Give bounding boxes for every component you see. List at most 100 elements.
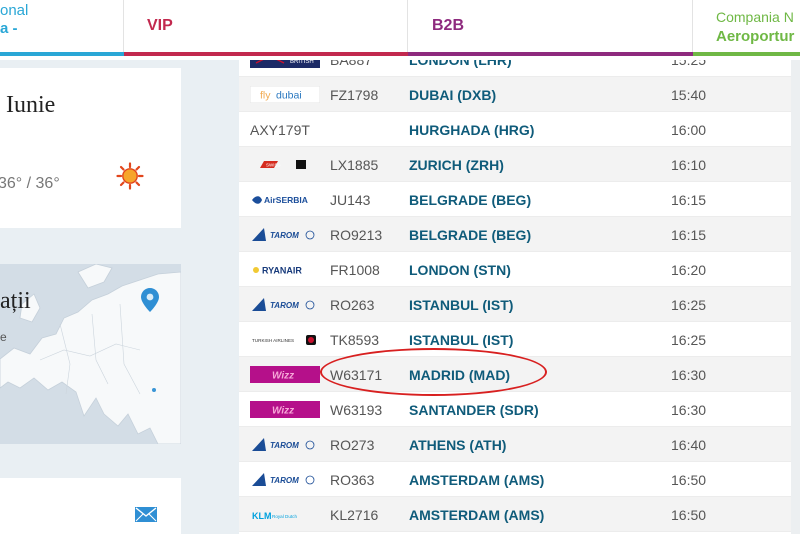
flight-code: TK8593 <box>330 332 380 348</box>
weather-temperature: 36° / 36° <box>0 175 60 192</box>
flight-destination: LONDON (STN) <box>409 262 511 278</box>
airline-logo-icon: TAROM <box>252 473 315 486</box>
flight-destination: HURGHADA (HRG) <box>409 122 535 138</box>
flight-code: KL2716 <box>330 507 379 523</box>
weather-date: Iunie <box>6 92 56 118</box>
flight-destination: DUBAI (DXB) <box>409 87 497 103</box>
svg-text:RYANAIR: RYANAIR <box>262 266 302 276</box>
nav-underline <box>408 52 693 56</box>
svg-text:KLM: KLM <box>252 511 272 521</box>
svg-text:BRITISH: BRITISH <box>290 59 314 65</box>
svg-text:AirSERBIA: AirSERBIA <box>264 195 308 205</box>
flight-time: 16:25 <box>671 297 707 313</box>
svg-text:Royal Dutch: Royal Dutch <box>272 514 297 519</box>
nav-item-vip[interactable]: VIP <box>124 0 408 56</box>
top-navigation: onal a - VIP B2B Compania N Aeroportur <box>0 0 800 60</box>
airline-logo-icon: TAROM <box>252 228 315 241</box>
sun-icon <box>116 162 144 190</box>
map-subtitle: e <box>0 330 7 344</box>
flight-code: AXY179T <box>250 122 310 138</box>
svg-text:fly: fly <box>260 90 271 102</box>
airline-logo-icon: AirSERBIA <box>252 195 308 205</box>
flight-destination: ISTANBUL (IST) <box>409 332 514 348</box>
flight-destination: ZURICH (ZRH) <box>409 157 504 173</box>
flight-destination: AMSTERDAM (AMS) <box>409 507 545 523</box>
nav-underline <box>0 52 124 56</box>
flight-row[interactable]: TURKISH AIRLINES TK8593 ISTANBUL (IST) 16:2… <box>239 322 800 357</box>
contact-card <box>0 478 181 534</box>
svg-text:dubai: dubai <box>276 90 302 102</box>
flight-code: RO273 <box>330 437 375 453</box>
flight-code: JU143 <box>330 192 371 208</box>
highlight-ellipse <box>320 348 547 396</box>
flight-code: FR1008 <box>330 262 380 278</box>
flight-time: 16:50 <box>671 507 707 523</box>
flight-time: 16:25 <box>671 332 707 348</box>
flight-code: LX1885 <box>330 157 379 173</box>
flight-time: 15:40 <box>671 87 707 103</box>
airline-logo-icon: KLM Royal Dutch <box>252 511 297 521</box>
nav-item-national-line1: onal <box>0 2 29 19</box>
flight-time: 16:40 <box>671 437 707 453</box>
mail-icon[interactable] <box>135 507 157 522</box>
nav-item-company[interactable]: Compania N Aeroportur <box>693 0 800 56</box>
airline-logo-icon: Wizz <box>250 366 320 383</box>
flight-destination: ISTANBUL (IST) <box>409 297 514 313</box>
flight-time: 16:50 <box>671 472 707 488</box>
svg-text:SWISS: SWISS <box>266 163 281 168</box>
flight-code: RO9213 <box>330 227 383 243</box>
nav-item-national-line2: a - <box>0 20 18 37</box>
map-title: ații <box>0 288 31 314</box>
flight-destination: BELGRADE (BEG) <box>409 227 532 243</box>
svg-text:TAROM: TAROM <box>270 231 299 240</box>
flight-destination: AMSTERDAM (AMS) <box>409 472 545 488</box>
nav-item-national[interactable]: onal a - <box>0 0 124 56</box>
svg-text:TAROM: TAROM <box>270 301 299 310</box>
flight-time: 16:15 <box>671 227 707 243</box>
svg-text:TAROM: TAROM <box>270 476 299 485</box>
map-pin-icon[interactable] <box>141 288 159 312</box>
nav-item-b2b-label: B2B <box>432 17 465 34</box>
nav-underline <box>124 52 408 56</box>
flight-time: 16:30 <box>671 402 707 418</box>
airline-logo-icon: RYANAIR <box>253 266 302 276</box>
svg-text:TAROM: TAROM <box>270 441 299 450</box>
flight-time: 16:15 <box>671 192 707 208</box>
nav-item-vip-label: VIP <box>147 17 173 34</box>
flight-destination: SANTANDER (SDR) <box>409 402 539 418</box>
airline-logo-icon: TAROM <box>252 298 315 311</box>
map-card[interactable]: ații e <box>0 264 181 444</box>
flight-time: 16:20 <box>671 262 707 278</box>
svg-text:Wizz: Wizz <box>272 371 294 382</box>
nav-item-b2b[interactable]: B2B <box>408 0 693 56</box>
flight-code: FZ1798 <box>330 87 379 103</box>
flight-destination: BELGRADE (BEG) <box>409 192 532 208</box>
flight-time: 16:10 <box>671 157 707 173</box>
flight-code: RO263 <box>330 297 375 313</box>
scrollbar[interactable] <box>791 60 800 534</box>
flight-time: 16:00 <box>671 122 707 138</box>
nav-item-company-line1: Compania N <box>716 9 794 25</box>
airline-logo-icon: SWISS <box>260 160 306 169</box>
airline-logo-icon: TAROM <box>252 438 315 451</box>
airline-logo-icon: TURKISH AIRLINES <box>252 335 316 345</box>
nav-underline <box>693 52 800 56</box>
flight-destination: ATHENS (ATH) <box>409 437 507 453</box>
svg-text:TURKISH AIRLINES: TURKISH AIRLINES <box>252 338 294 343</box>
flight-code: W63193 <box>330 402 383 418</box>
weather-card: Iunie 36° / 36° <box>0 68 181 228</box>
airline-logo-icon: fly dubai <box>250 86 320 103</box>
flight-row[interactable]: KLM Royal Dutch KL2716 AMSTERDAM (AMS) 16:50… <box>239 497 800 532</box>
flight-code: RO363 <box>330 472 375 488</box>
